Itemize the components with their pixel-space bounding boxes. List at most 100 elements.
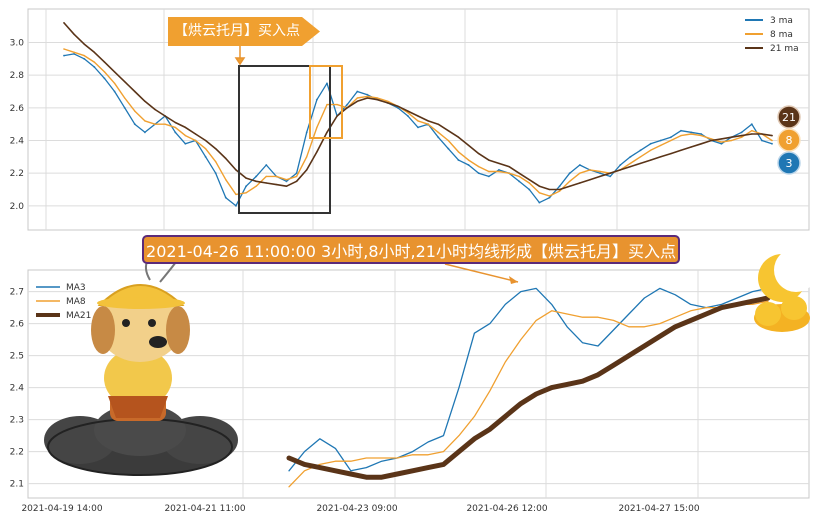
data-point <box>285 178 288 181</box>
data-point <box>194 139 197 142</box>
y-tick-label: 2.8 <box>10 71 25 81</box>
data-point <box>437 123 440 125</box>
data-point <box>750 123 753 126</box>
data-point <box>133 123 136 126</box>
data-point <box>477 152 480 155</box>
data-point <box>174 126 177 129</box>
data-point <box>204 147 207 150</box>
data-point <box>619 164 622 166</box>
y-tick-label: 2.6 <box>10 320 25 330</box>
data-point <box>558 190 561 192</box>
data-point <box>599 170 601 173</box>
series-line-ma21 <box>286 295 771 480</box>
data-point <box>761 133 763 135</box>
data-point <box>265 175 268 178</box>
data-point <box>599 172 602 175</box>
data-point <box>649 159 652 161</box>
data-point <box>589 178 591 181</box>
data-point <box>649 149 652 152</box>
data-point <box>123 80 126 83</box>
data-point <box>710 138 713 140</box>
data-point <box>285 180 288 183</box>
data-point <box>214 172 217 175</box>
data-point <box>578 164 581 166</box>
data-point <box>295 180 298 183</box>
data-point <box>730 139 733 142</box>
legend-label-3ma: 3 ma <box>770 16 793 26</box>
bottom-legend: MA3 MA8 MA21 <box>36 283 91 321</box>
legend-label-ma21: MA21 <box>66 311 91 321</box>
badge-3: 3 <box>777 151 801 175</box>
data-point <box>771 142 773 145</box>
data-point <box>316 151 318 153</box>
data-point <box>143 131 146 134</box>
data-point <box>487 175 490 178</box>
legend-label-21ma: 21 ma <box>770 44 799 54</box>
badge-8: 8 <box>777 128 801 152</box>
data-point <box>103 71 106 73</box>
data-point <box>750 133 753 135</box>
data-point <box>366 97 369 99</box>
badge-21: 21 <box>777 105 801 129</box>
data-point <box>93 51 96 54</box>
data-point <box>457 151 460 153</box>
data-point <box>629 155 632 158</box>
data-point <box>508 165 510 168</box>
legend-label-8ma: 8 ma <box>770 30 793 40</box>
data-point <box>214 160 217 163</box>
x-tick-label: 2021-04-27 15:00 <box>618 504 699 514</box>
data-point <box>245 191 247 194</box>
data-point <box>558 188 561 191</box>
data-point <box>305 169 308 171</box>
data-point <box>467 159 470 161</box>
data-point <box>669 136 672 139</box>
data-point <box>73 51 75 54</box>
data-point <box>265 182 268 184</box>
data-point <box>235 169 237 171</box>
y-tick-label: 2.5 <box>10 352 24 362</box>
pattern-highlight-box <box>238 65 331 214</box>
data-point <box>184 134 187 137</box>
data-point <box>518 175 520 178</box>
legend-label-ma3: MA3 <box>66 283 86 293</box>
data-point <box>680 134 682 137</box>
callout-arrow-shape <box>168 17 320 46</box>
data-point <box>93 66 96 68</box>
data-point <box>194 133 197 135</box>
data-point <box>174 121 177 124</box>
data-point <box>224 196 227 199</box>
y-tick-label: 2.4 <box>10 384 25 394</box>
series-line-ma3 <box>288 287 769 472</box>
data-point <box>710 139 713 142</box>
data-point <box>467 144 470 147</box>
data-point <box>326 131 328 134</box>
data-point <box>437 136 440 139</box>
data-point <box>690 146 692 148</box>
data-point <box>83 54 86 57</box>
data-point <box>659 139 662 142</box>
data-point <box>406 115 409 117</box>
top-series-group <box>63 22 773 207</box>
data-point <box>235 193 237 196</box>
banner-pointer-arrow <box>444 263 519 283</box>
data-point <box>579 182 581 184</box>
data-point <box>740 136 743 139</box>
data-point <box>234 204 237 207</box>
data-point <box>245 177 247 179</box>
data-point <box>366 93 369 96</box>
data-point <box>498 162 500 165</box>
data-point <box>700 142 702 145</box>
top-plot-frame <box>27 8 810 231</box>
data-point <box>659 144 662 147</box>
top-y-tick-labels: 2.0 2.2 2.4 2.6 2.8 3.0 <box>10 39 25 212</box>
data-point <box>123 106 126 109</box>
data-point <box>326 103 328 106</box>
data-point <box>771 139 773 142</box>
data-point <box>609 172 611 174</box>
y-tick-label: 2.0 <box>10 202 25 212</box>
data-point <box>629 162 632 165</box>
data-point <box>619 169 622 171</box>
data-point <box>740 134 743 137</box>
data-point <box>467 164 470 166</box>
svg-text:3: 3 <box>786 157 793 170</box>
